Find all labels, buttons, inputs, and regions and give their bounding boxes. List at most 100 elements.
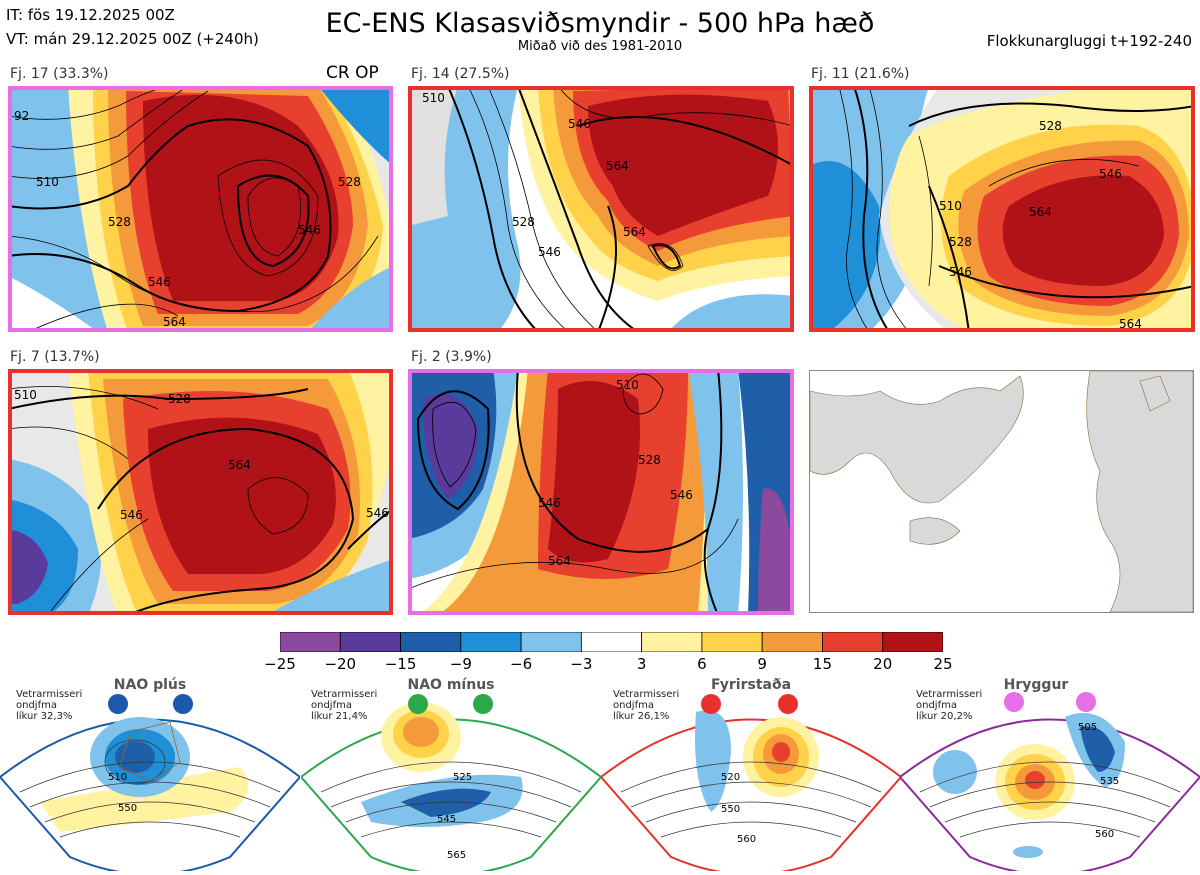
contour-label: 550 [118,803,137,814]
contour-label: 528 [338,175,361,189]
contour-label: 528 [168,392,191,406]
init-time: IT: fös 19.12.2025 00Z [6,6,175,24]
colorbar-tick-label: 6 [697,655,707,673]
contour-label: 560 [1095,829,1114,840]
regime-ridge: 505 535 560 Hryggur Vetrarmisseri ondjfm… [898,672,1200,875]
contour-label: 528 [949,235,972,249]
contour-label: 510 [36,175,59,189]
regime-blocking: 520 550 560 Fyrirstaða Vetrarmisseri ond… [599,672,903,875]
regime-info-line: ondjfma [916,700,957,711]
cluster-panel-4: 510 528 546 564 546 [8,369,393,615]
regime-info-line: Vetrarmisseri [311,689,378,700]
regime-name: Fyrirstaða [710,677,792,693]
panel-label-3: Fj. 11 (21.6%) [811,66,910,82]
colorbar-tick-label: 3 [636,655,647,673]
panel-border-4 [8,369,393,615]
colorbar-segment [580,631,643,653]
colorbar-tick-label: 25 [933,655,953,673]
contour-label: 560 [737,834,756,845]
panel-label-1: Fj. 17 (33.3%) [10,66,109,82]
regime-name: NAO mínus [407,677,495,693]
contour-label: 564 [606,159,629,173]
regime-nao-plus: 510 550 NAO plús Vetrarmisseri ondjfma l… [0,672,302,875]
regime-info-line: líkur 21,4% [311,711,368,722]
contour-label: 528 [1039,119,1062,133]
colorbar-segment [761,631,823,653]
panel-label-5: Fj. 2 (3.9%) [411,349,492,365]
contour-label: 510 [422,91,445,105]
colorbar-segment [641,631,703,653]
regime-name: Hryggur [1003,677,1069,693]
contour-label: 546 [1099,167,1122,181]
panel-border-3 [809,86,1195,332]
panel-label-2: Fj. 14 (27.5%) [411,66,510,82]
base-map [809,370,1194,613]
contour-label: 546 [538,496,561,510]
colorbar-segment [701,631,763,653]
colorbar-tick-label: 15 [812,655,832,673]
regime-info-line: Vetrarmisseri [613,689,680,700]
regime-info-line: Vetrarmisseri [916,689,983,700]
contour-label: 546 [298,223,321,237]
contour-label: 510 [939,199,962,213]
regime-info-line: ondjfma [16,700,57,711]
cluster-panel-3: 510 528 546 564 546 528 564 [809,86,1195,332]
colorbar-tick-label: 20 [873,655,893,673]
contour-label: 564 [228,458,251,472]
regime-info-line: líkur 32,3% [16,711,73,722]
contour-label: 528 [512,215,535,229]
contour-label: 565 [447,850,466,861]
contour-label: 546 [670,488,693,502]
regime-info-line: Vetrarmisseri [16,689,83,700]
colorbar-tick-label: 9 [757,655,767,673]
contour-label: 546 [949,265,972,279]
page-subtitle: Miðað við des 1981-2010 [517,39,683,54]
regime-nao-minus: 525 545 565 NAO mínus Vetrarmisseri ondj… [299,672,603,875]
contour-label: 564 [623,225,646,239]
contour-label: 528 [638,453,661,467]
contour-label: 545 [437,814,456,825]
contour-label: 510 [616,378,639,392]
panel-label-4: Fj. 7 (13.7%) [10,349,100,365]
regime-name: NAO plús [113,677,187,693]
colorbar-tick-label: −15 [384,655,417,673]
colorbar-segment [460,631,522,653]
contour-label: 528 [108,215,131,229]
colorbar-segment [822,631,884,653]
colorbar-tick-label: −25 [264,655,296,673]
contour-label: 505 [1078,722,1097,733]
contour-label: 546 [148,275,171,289]
colorbar-tick-label: −6 [510,655,533,673]
regime-info-line: ondjfma [613,700,654,711]
regime-info-line: líkur 20,2% [916,711,973,722]
colorbar-tick-label: −9 [449,655,472,673]
colorbar-tick-label: −3 [570,655,593,673]
contour-label: 92 [14,109,29,123]
page-title: EC-ENS Klasasviðsmyndir - 500 hPa hæð [325,8,875,39]
panel-border-1 [8,86,393,332]
colorbar-segment [279,631,341,653]
contour-label: 525 [453,772,472,783]
cluster-window: Flokkunargluggi t+192-240 [986,32,1192,50]
contour-label: 564 [548,554,571,568]
contour-label: 510 [108,772,127,783]
contour-label: 535 [1100,776,1119,787]
contour-label: 550 [721,804,740,815]
contour-label: 510 [14,388,37,402]
contour-label: 564 [1119,317,1142,331]
colorbar [279,631,944,656]
colorbar-segment [882,631,944,653]
valid-time: VT: mán 29.12.2025 00Z (+240h) [6,30,259,48]
cluster-panel-1: 92 510 528 546 564 546 528 [8,86,393,332]
colorbar-segment [520,631,582,653]
regime-info-line: líkur 26,1% [613,711,670,722]
colorbar-segment [400,631,462,653]
regime-info-line: ondjfma [311,700,352,711]
contour-label: 546 [120,508,143,522]
cr-op-label: CR OP [326,63,379,83]
colorbar-tick-label: −20 [324,655,357,673]
cluster-panel-5: 510 528 546 564 546 [408,369,794,615]
contour-label: 564 [163,315,186,329]
contour-label: 564 [1029,205,1052,219]
contour-label: 520 [721,772,740,783]
